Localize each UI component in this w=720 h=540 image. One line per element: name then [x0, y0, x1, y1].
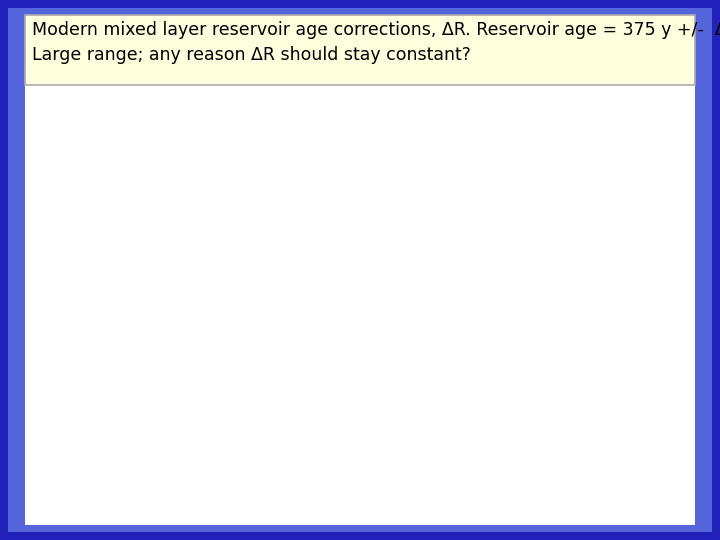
Bar: [25, 15, 695, 85]
Text: Large range; any reason ΔR should stay constant?: Large range; any reason ΔR should stay c…: [32, 46, 471, 64]
Text: Modern mixed layer reservoir age corrections, ΔR. Reservoir age = 375 y +/-  ΔR.: Modern mixed layer reservoir age correct…: [32, 21, 720, 39]
